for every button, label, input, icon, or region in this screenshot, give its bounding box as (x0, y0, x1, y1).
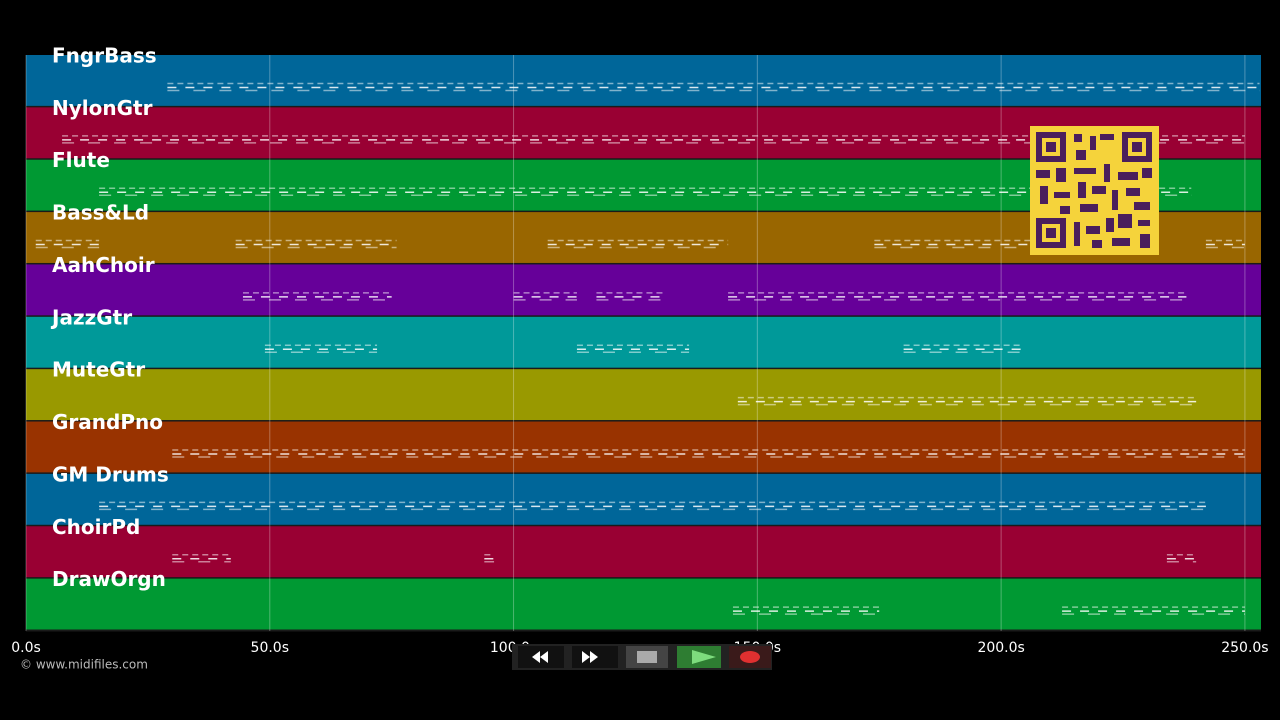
transport-controls (512, 644, 772, 670)
lane-separator (26, 420, 1261, 423)
track-lane (26, 421, 1261, 474)
rewind-button[interactable] (518, 646, 564, 668)
lane-separator (26, 472, 1261, 475)
lane-separator (26, 262, 1261, 265)
track-lane (26, 264, 1261, 317)
play-button[interactable] (677, 646, 721, 668)
lane-separator (26, 524, 1261, 527)
lane-separator (26, 577, 1261, 580)
track-lane (26, 526, 1261, 579)
record-button[interactable] (729, 646, 771, 668)
stop-button[interactable] (626, 646, 668, 668)
lane-separator (26, 158, 1261, 161)
lane-separator (26, 315, 1261, 318)
tick-label: 0.0s (11, 640, 41, 656)
track-lane (26, 473, 1261, 527)
lane-separator (26, 629, 1261, 632)
track-label: JazzGtr (50, 305, 132, 329)
track-label: DrawOrgn (52, 567, 166, 591)
lane-separator (26, 210, 1261, 213)
tick-label: 50.0s (251, 640, 289, 656)
track-label: AahChoir (52, 253, 155, 277)
lane-separator (26, 105, 1261, 108)
track-label: NylonGtr (52, 96, 153, 120)
track-label: Bass&Ld (52, 201, 149, 225)
lane-separator (26, 367, 1261, 370)
qr-code (1030, 126, 1159, 255)
track-lane (26, 55, 1261, 108)
track-lane (26, 316, 1261, 370)
track-label: GM Drums (52, 462, 169, 486)
track-label: ChoirPd (52, 515, 140, 539)
track-lane (26, 578, 1261, 631)
track-label: Flute (52, 148, 110, 172)
notes (35, 82, 1260, 615)
track-label: GrandPno (52, 410, 163, 434)
fast-forward-button[interactable] (572, 646, 618, 668)
track-labels: FngrBass NylonGtr Flute Bass&Ld AahChoir Jazz… (50, 44, 169, 592)
tick-label: 200.0s (977, 640, 1024, 656)
time-grid (25, 55, 1246, 631)
track-label: MuteGtr (52, 358, 145, 382)
track-label: FngrBass (52, 44, 157, 68)
tick-label: 250.0s (1221, 640, 1268, 656)
credit: © www.midifiles.com (20, 658, 148, 672)
track-lane (26, 369, 1261, 422)
